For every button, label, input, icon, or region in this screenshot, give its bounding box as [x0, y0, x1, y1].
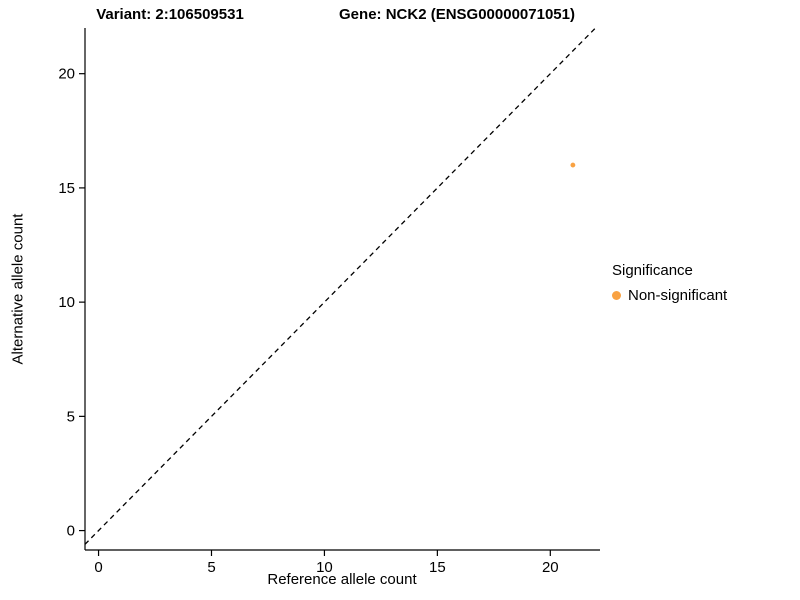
x-axis-label: Reference allele count [267, 571, 417, 588]
y-tick-label: 0 [67, 523, 75, 540]
x-tick-label: 10 [316, 559, 333, 576]
y-tick-label: 20 [58, 66, 75, 83]
x-tick-label: 5 [207, 559, 215, 576]
variant-title: Variant: 2:106509531 [96, 6, 244, 23]
y-tick-label: 10 [58, 294, 75, 311]
identity-line [84, 27, 596, 545]
y-tick-label: 15 [58, 180, 75, 197]
gene-title: Gene: NCK2 (ENSG00000071051) [339, 6, 575, 23]
y-tick-label: 5 [67, 408, 75, 425]
x-tick-label: 15 [429, 559, 446, 576]
x-tick-label: 0 [94, 559, 102, 576]
x-tick-label: 20 [542, 559, 559, 576]
legend: Significance Non-significant [612, 262, 727, 304]
legend-item-label: Non-significant [628, 287, 728, 304]
legend-item: Non-significant [612, 287, 727, 304]
legend-dot-icon [612, 291, 621, 300]
legend-title: Significance [612, 262, 693, 279]
data-point [570, 162, 576, 168]
